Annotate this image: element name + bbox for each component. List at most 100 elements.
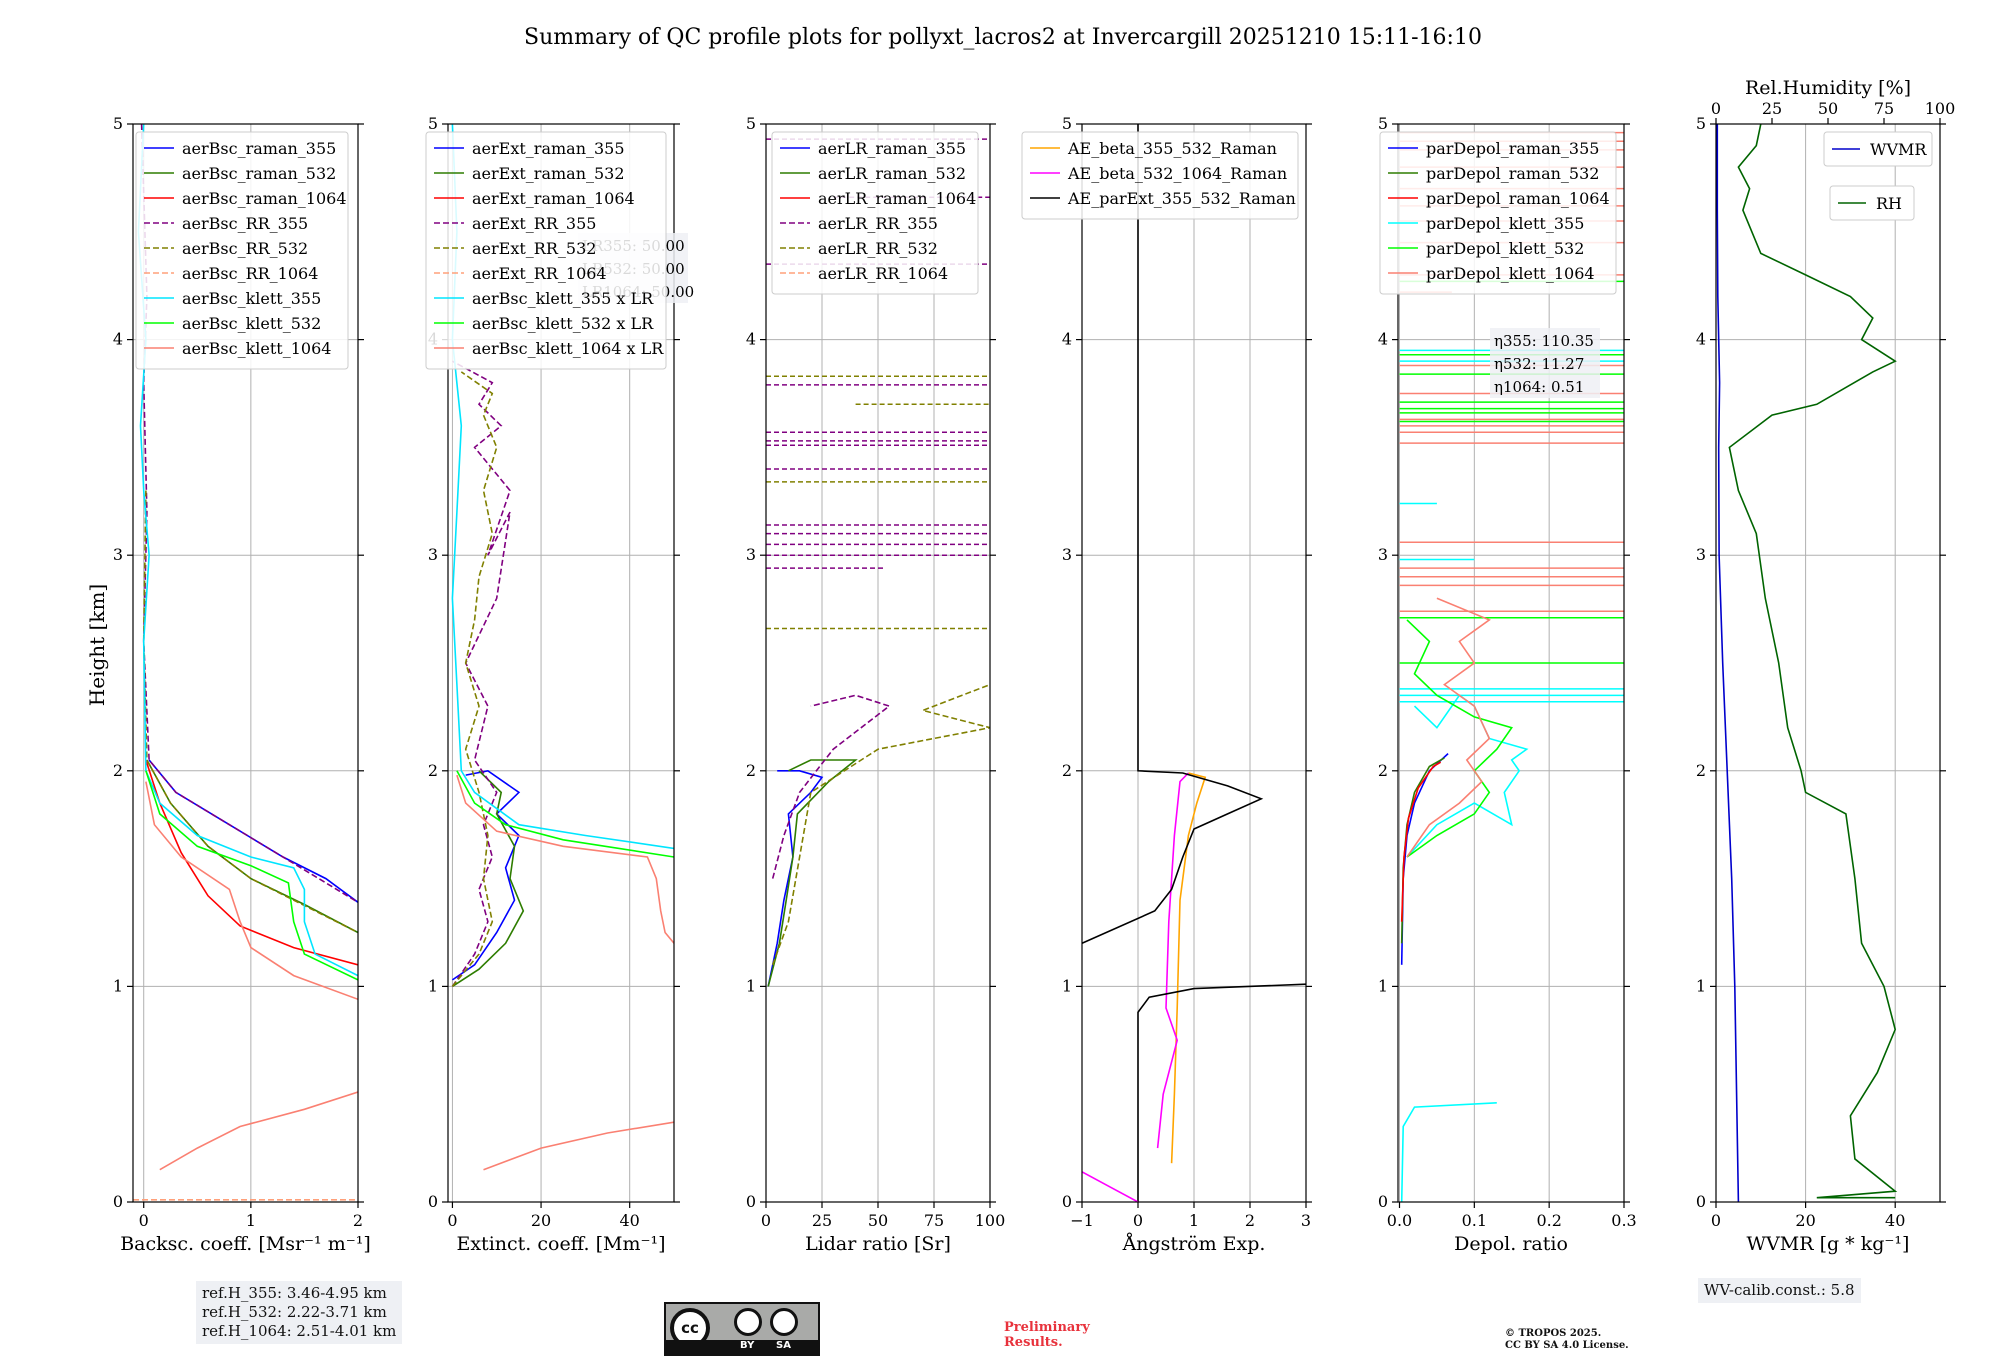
annotation-box: η355: 110.35 η532: 11.27 η1064: 0.51 <box>1490 328 1600 398</box>
copyright-line-1: © TROPOS 2025. <box>1505 1328 1602 1339</box>
y-tick-label: 3 <box>1378 545 1388 564</box>
copyright-note: © TROPOS 2025. CC BY SA 4.0 License. <box>1505 1328 1629 1352</box>
series-aerbsc-klett-1064 <box>145 781 358 1001</box>
legend-label: aerExt_raman_355 <box>472 139 625 158</box>
legend-label: parDepol_raman_1064 <box>1426 189 1610 208</box>
y-tick-label: 2 <box>428 761 438 780</box>
x-tick-label: 3 <box>1301 1211 1311 1230</box>
legend-label: parDepol_raman_355 <box>1426 139 1599 158</box>
axes-frame <box>132 123 359 1203</box>
x-axis-label: Extinct. coeff. [Mm⁻¹] <box>456 1233 665 1255</box>
series-aerbsc-klett-355 <box>137 124 358 977</box>
legend-label: aerBsc_klett_355 <box>182 289 321 308</box>
y-tick-label: 3 <box>1062 545 1072 564</box>
x-tick-label: 0.0 <box>1387 1211 1412 1230</box>
x-tick-label: −1 <box>1070 1211 1094 1230</box>
legend-box <box>135 131 349 370</box>
y-tick-label: 4 <box>746 330 756 349</box>
y-tick-label: 4 <box>1062 330 1072 349</box>
legend: aerExt_raman_355 aerExt_raman_532 aerExt_r… <box>425 131 667 370</box>
reference-heights-box: ref.H_355: 3.46-4.95 km ref.H_532: 2.22-… <box>196 1281 403 1344</box>
legend-label: aerExt_RR_532 <box>472 239 596 258</box>
legend-label: aerExt_RR_1064 <box>472 264 607 283</box>
legend: aerLR_raman_355 aerLR_raman_532 aerLR_rama… <box>771 131 979 295</box>
series-ae-parext-low <box>1137 983 1306 1202</box>
legend-label: AE_parExt_355_532_Raman <box>1067 189 1296 208</box>
x2-tick-label: 25 <box>1762 99 1782 118</box>
y-tick-label: 2 <box>1696 761 1706 780</box>
legend-box <box>1823 131 1933 167</box>
x-tick-label: 40 <box>1885 1211 1905 1230</box>
y-tick-label: 0 <box>1696 1192 1706 1211</box>
x-tick-label: 0.2 <box>1536 1211 1561 1230</box>
wv-calibration-box: WV-calib.const.: 5.8 <box>1698 1278 1861 1303</box>
legend-label: aerBsc_RR_355 <box>182 214 308 233</box>
preliminary-results-note: Preliminary Results. <box>1004 1320 1090 1350</box>
legend-label: parDepol_klett_355 <box>1426 214 1584 233</box>
legend-label: aerLR_raman_532 <box>818 164 966 183</box>
series-aerbsc-klett-1064-x-lr <box>456 774 674 944</box>
legend-label: aerBsc_raman_1064 <box>182 189 347 208</box>
y-tick-label: 0 <box>428 1192 438 1211</box>
x-tick-label: 0 <box>139 1211 149 1230</box>
y-tick-label: 0 <box>1378 1192 1388 1211</box>
series-aerlr-rr-532 <box>771 683 990 966</box>
x-tick-label: 0 <box>1711 1211 1721 1230</box>
x-axis-label: Ångström Exp. <box>1122 1233 1266 1255</box>
series-aerbsc-raman-1064 <box>145 759 358 966</box>
series-aerbsc-rr-532 <box>142 490 358 934</box>
legend-label: aerExt_raman_532 <box>472 164 625 183</box>
y-tick-label: 4 <box>113 330 123 349</box>
y-tick-label: 5 <box>1696 114 1706 133</box>
ref-height-1064: ref.H_1064: 2.51-4.01 km <box>202 1322 397 1340</box>
preliminary-line-1: Preliminary <box>1004 1320 1090 1335</box>
legend-box <box>1379 131 1617 295</box>
series-wvmr <box>1716 124 1740 1202</box>
legend-label: RH <box>1876 194 1902 213</box>
y-tick-label: 3 <box>746 545 756 564</box>
license-bar: BY SA <box>666 1340 818 1354</box>
legend-label: parDepol_klett_532 <box>1426 239 1584 258</box>
y-tick-label: 0 <box>1062 1192 1072 1211</box>
y-tick-label: 1 <box>1062 976 1072 995</box>
x-tick-label: 100 <box>975 1211 1006 1230</box>
annotation-line: η1064: 0.51 <box>1494 378 1584 396</box>
x2-tick-label: 100 <box>1925 99 1956 118</box>
x-tick-label: 0 <box>761 1211 771 1230</box>
legend-label: parDepol_klett_1064 <box>1426 264 1595 283</box>
y-tick-label: 4 <box>1378 330 1388 349</box>
series-pardepol-klett-532 <box>1406 619 1513 858</box>
y-tick-label: 4 <box>1696 330 1706 349</box>
series-pardepol-klett-1064 <box>1406 597 1491 858</box>
legend: parDepol_raman_355 parDepol_raman_532 parD… <box>1379 131 1617 295</box>
legend-label: WVMR <box>1870 140 1927 159</box>
x-tick-label: 1 <box>246 1211 256 1230</box>
series-aerlr-raman-355 <box>767 770 824 987</box>
y-tick-label: 5 <box>746 114 756 133</box>
x-tick-label: 20 <box>531 1211 551 1230</box>
legend-label: AE_beta_355_532_Raman <box>1067 139 1277 158</box>
y-tick-label: 3 <box>1696 545 1706 564</box>
y-tick-label: 5 <box>1378 114 1388 133</box>
x-axis-label: Backsc. coeff. [Msr⁻¹ m⁻¹] <box>120 1233 371 1255</box>
legend-label: aerBsc_klett_1064 x LR <box>472 339 664 358</box>
legend-label: parDepol_raman_532 <box>1426 164 1599 183</box>
legend-label: aerBsc_klett_532 <box>182 314 321 333</box>
series-ae-beta-532-1064-raman <box>1156 772 1189 1149</box>
x2-tick-label: 50 <box>1818 99 1838 118</box>
y-tick-label: 5 <box>113 114 123 133</box>
x2-axis-label: Rel.Humidity [%] <box>1745 77 1911 99</box>
y-tick-label: 5 <box>428 114 438 133</box>
legend-label: aerLR_RR_355 <box>818 214 938 233</box>
ref-height-355: ref.H_355: 3.46-4.95 km <box>202 1284 387 1302</box>
x-tick-label: 2 <box>1245 1211 1255 1230</box>
y-tick-label: 1 <box>113 976 123 995</box>
series-aerext-rr-532 <box>451 371 498 987</box>
legend-label: aerBsc_RR_532 <box>182 239 308 258</box>
series-aerbsc-klett-1064-low <box>159 1091 358 1171</box>
figure-title: Summary of QC profile plots for pollyxt_… <box>524 25 1482 50</box>
y-tick-label: 1 <box>1378 976 1388 995</box>
y-tick-label: 3 <box>428 545 438 564</box>
license-by-label: BY <box>740 1340 755 1351</box>
